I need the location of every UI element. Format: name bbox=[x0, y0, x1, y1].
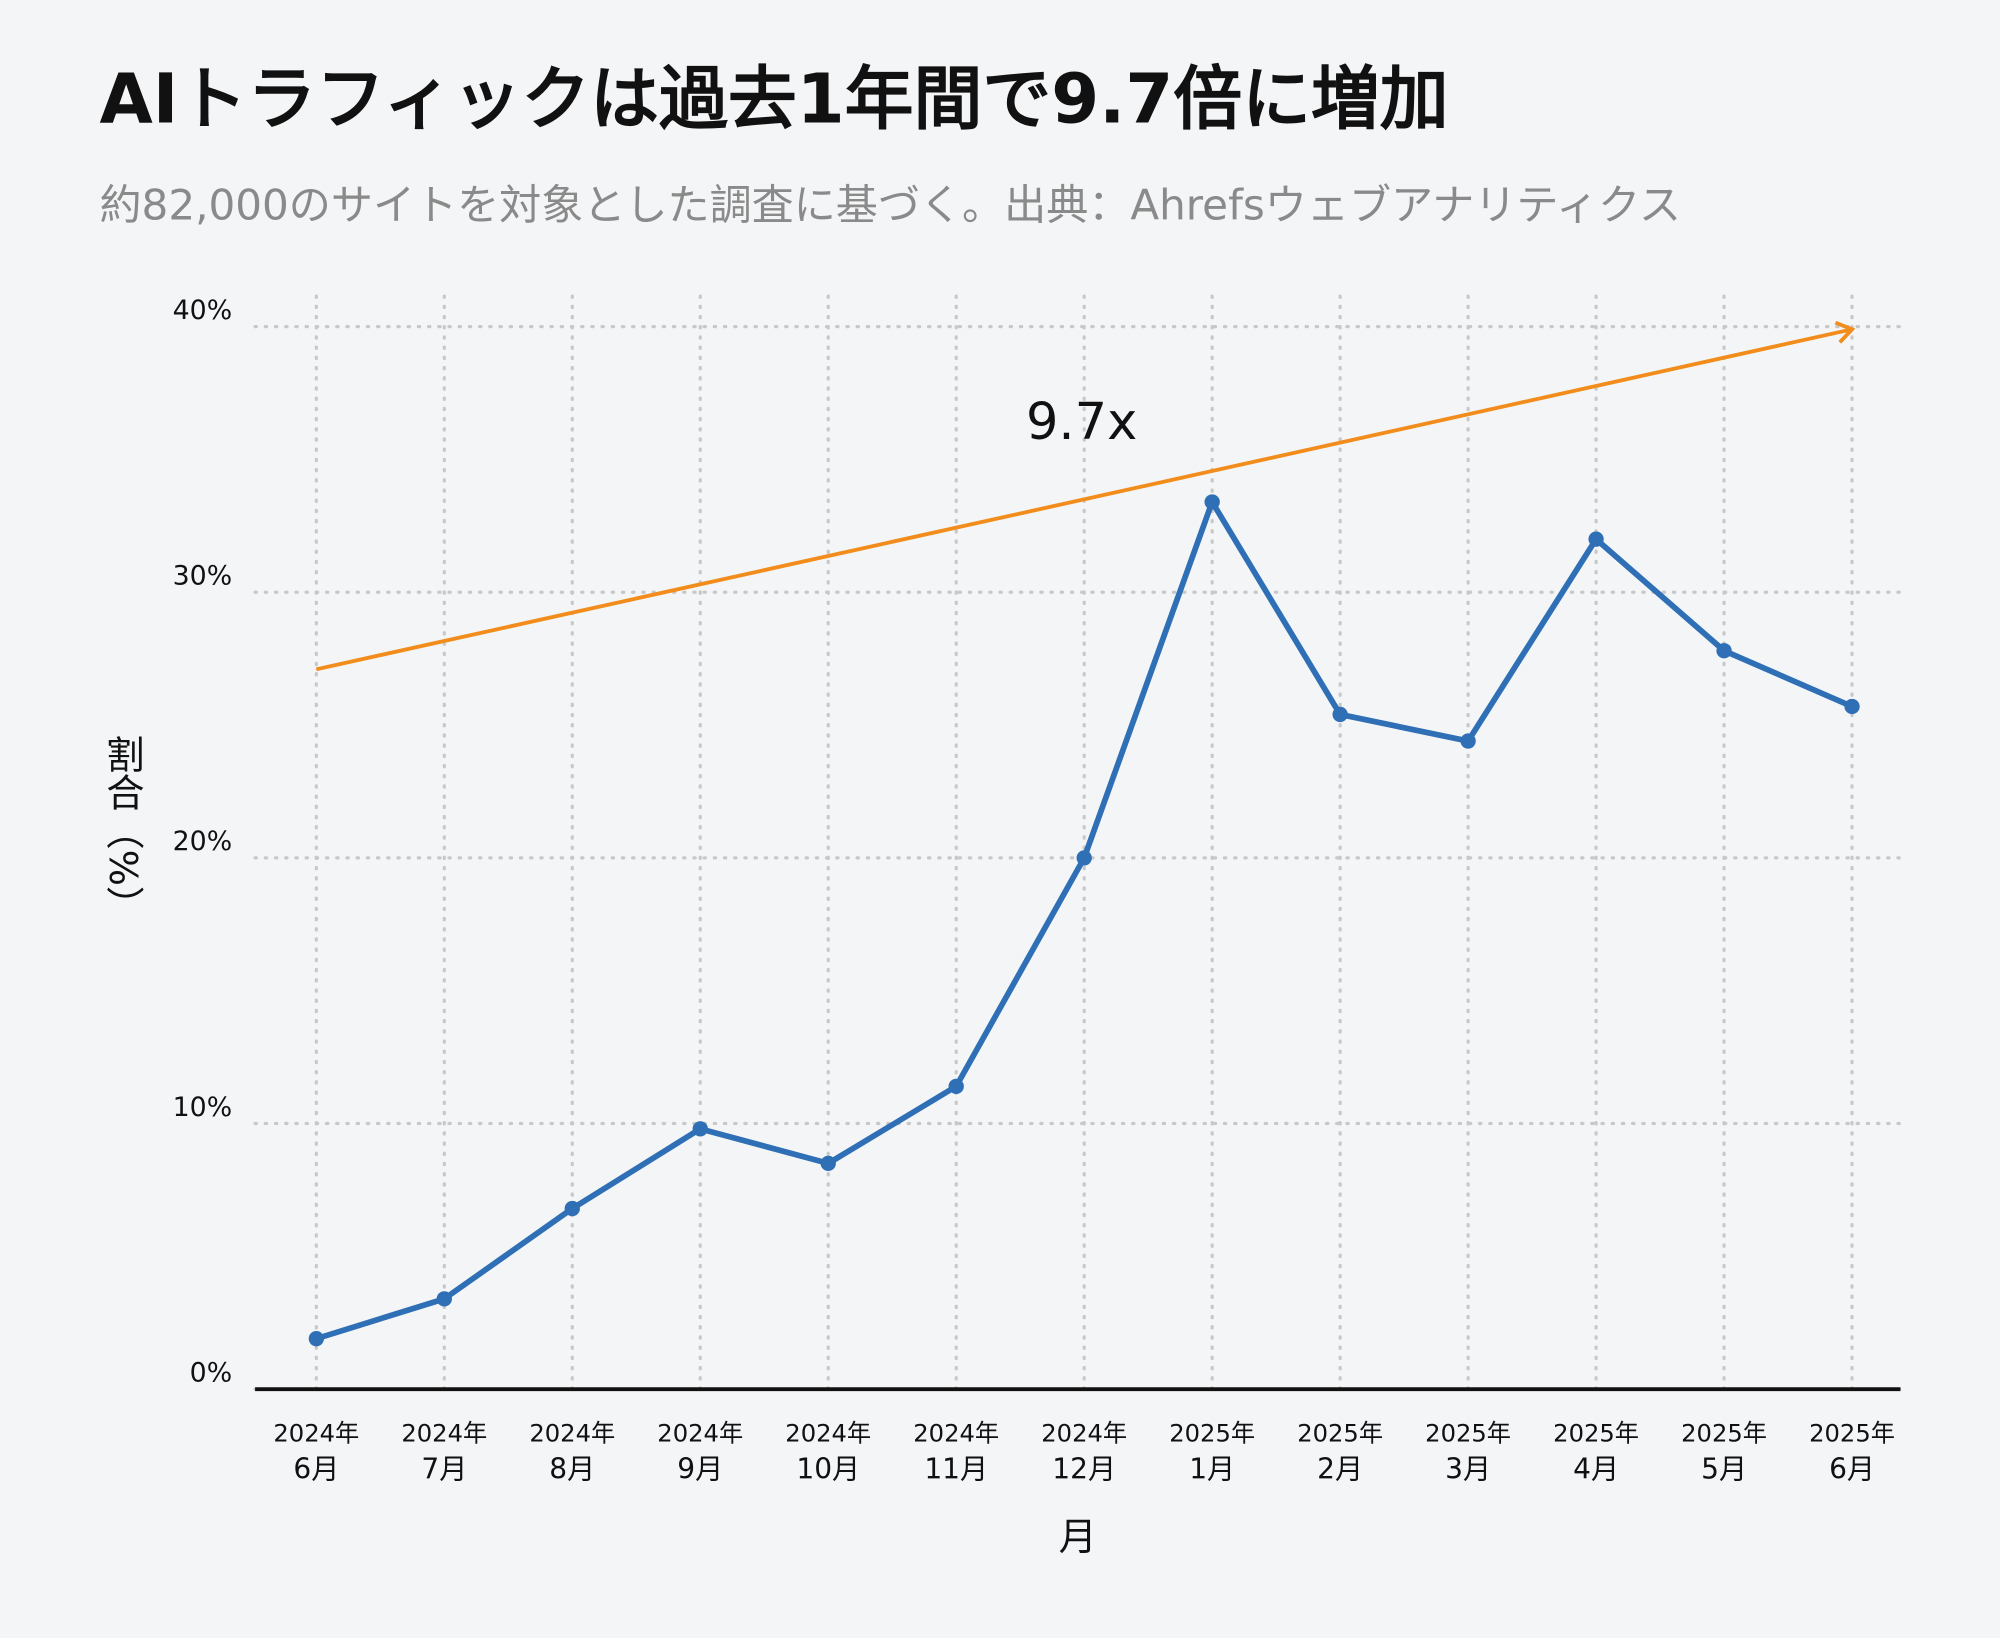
data-point bbox=[1588, 531, 1604, 547]
y-tick-label: 10% bbox=[173, 1092, 233, 1123]
trend-arrowhead bbox=[1834, 320, 1856, 344]
data-point bbox=[820, 1155, 836, 1172]
x-tick-label: 2024年 bbox=[401, 1419, 487, 1447]
x-tick-label: 6月 bbox=[1829, 1452, 1875, 1485]
data-point bbox=[1844, 698, 1860, 715]
annotation: 9.7x bbox=[1026, 393, 1137, 452]
x-tick-label: 2025年 bbox=[1169, 1419, 1255, 1447]
x-tick-label: 9月 bbox=[677, 1452, 723, 1485]
x-tick-label: 1月 bbox=[1189, 1452, 1235, 1485]
chart-subtitle: 約82,000のサイトを対象とした調査に基づく。出典：Ahrefsウェブアナリテ… bbox=[99, 181, 1680, 230]
x-tick-label: 2025年 bbox=[1681, 1419, 1767, 1447]
data-point bbox=[564, 1200, 580, 1217]
x-tick-label: 2024年 bbox=[529, 1419, 615, 1447]
data-point bbox=[308, 1331, 324, 1347]
y-axis-label: 割合（%） bbox=[100, 734, 145, 924]
y-tick-label: 20% bbox=[173, 826, 233, 857]
x-tick-label: 2月 bbox=[1317, 1452, 1363, 1485]
x-tick-label: 2025年 bbox=[1553, 1419, 1639, 1447]
x-tick-label: 2025年 bbox=[1425, 1419, 1511, 1447]
data-point bbox=[436, 1291, 452, 1307]
x-tick-label: 3月 bbox=[1445, 1452, 1491, 1485]
trend-line bbox=[315, 327, 1853, 672]
data-point bbox=[1332, 706, 1348, 723]
data-point bbox=[1076, 850, 1092, 866]
x-axis-label: 月 bbox=[1059, 1515, 1097, 1560]
x-tick-label: 2025年 bbox=[1809, 1419, 1895, 1447]
x-tick-label: 5月 bbox=[1701, 1452, 1747, 1485]
y-tick-label: 40% bbox=[173, 295, 233, 326]
x-tick-label: 2024年 bbox=[1041, 1419, 1127, 1447]
x-tick-label: 2024年 bbox=[657, 1419, 743, 1447]
chart-title: AIトラフィックは過去1年間で9.7倍に増加 bbox=[99, 60, 1448, 140]
data-point bbox=[948, 1078, 964, 1094]
x-tick-label: 12月 bbox=[1052, 1452, 1116, 1485]
x-tick-label: 4月 bbox=[1573, 1452, 1619, 1485]
x-tick-label: 7月 bbox=[421, 1452, 467, 1485]
x-tick-label: 8月 bbox=[549, 1452, 595, 1485]
data-point bbox=[1460, 733, 1476, 749]
x-tick-label: 2024年 bbox=[273, 1419, 359, 1447]
data-point bbox=[692, 1121, 708, 1137]
data-point bbox=[1204, 494, 1220, 510]
x-tick-label: 2024年 bbox=[913, 1419, 999, 1447]
x-tick-label: 10月 bbox=[796, 1452, 860, 1485]
data-point bbox=[1716, 643, 1732, 659]
x-tick-label: 2025年 bbox=[1297, 1419, 1383, 1447]
x-tick-label: 2024年 bbox=[785, 1419, 871, 1447]
y-tick-label: 30% bbox=[173, 561, 233, 592]
x-tick-label: 6月 bbox=[293, 1452, 339, 1485]
x-tick-label: 11月 bbox=[924, 1452, 988, 1485]
y-tick-label: 0% bbox=[190, 1358, 232, 1389]
